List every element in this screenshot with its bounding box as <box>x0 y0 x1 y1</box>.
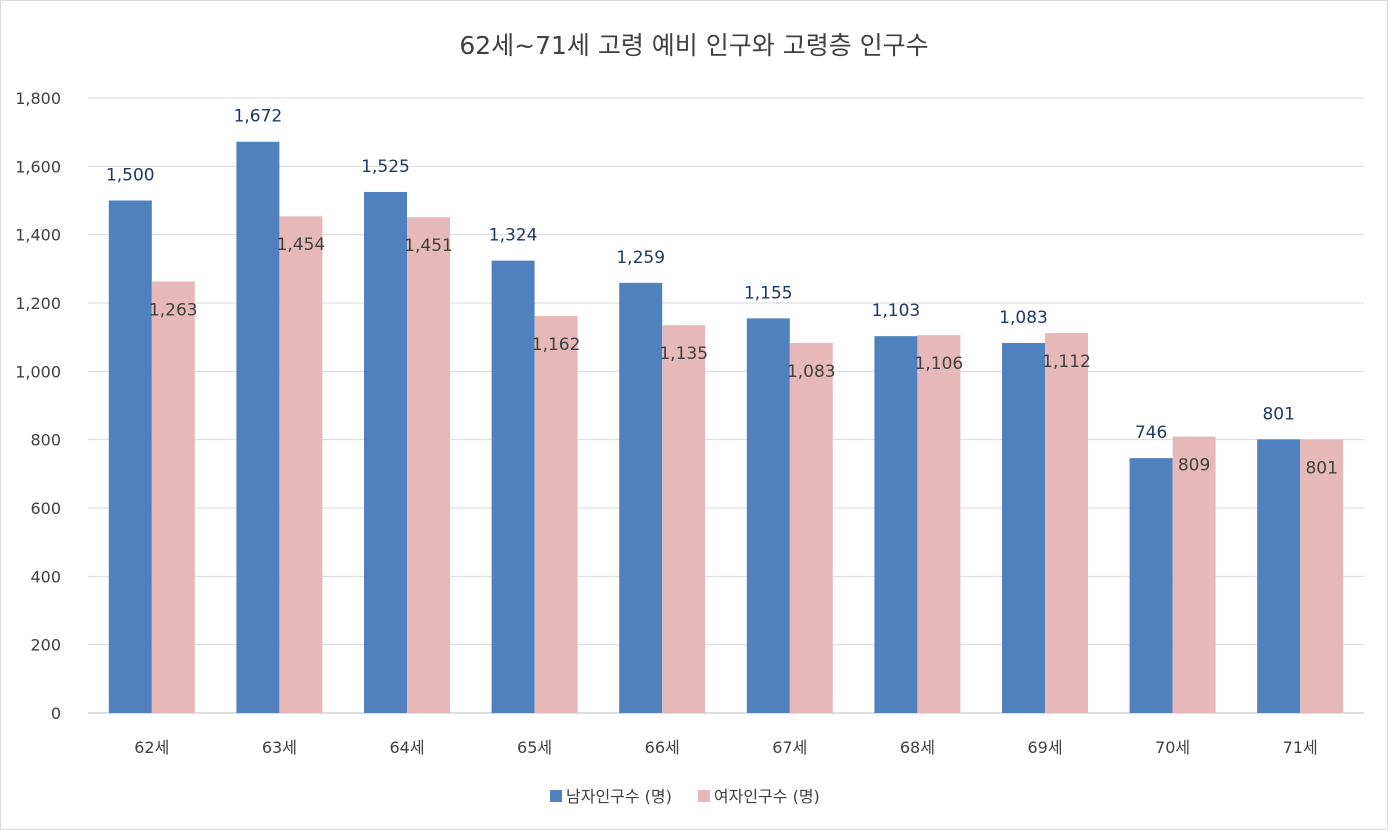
bar-male <box>108 200 152 713</box>
x-tick-label: 67세 <box>772 738 807 757</box>
data-label-male: 746 <box>1135 423 1167 443</box>
y-tick-label: 200 <box>30 636 61 655</box>
legend-swatch-female <box>697 790 710 802</box>
data-label-female: 809 <box>1178 456 1210 476</box>
data-label-female: 1,162 <box>532 335 581 355</box>
y-tick-label: 0 <box>51 704 61 723</box>
bar-male <box>1129 458 1173 713</box>
x-tick-label: 66세 <box>645 738 680 757</box>
bar-male <box>491 260 535 713</box>
x-tick-label: 64세 <box>389 738 424 757</box>
data-label-male: 1,155 <box>744 283 793 303</box>
data-label-male: 1,672 <box>234 107 283 127</box>
x-tick-label: 63세 <box>262 738 297 757</box>
bar-female <box>1172 436 1216 713</box>
x-tick-label: 62세 <box>134 738 169 757</box>
data-label-male: 801 <box>1262 404 1294 424</box>
y-axis: 0 200 400 600 800 1,000 1,200 1,400 1,600 1,800 <box>15 89 61 723</box>
data-label-male: 1,083 <box>999 308 1048 328</box>
data-label-female: 801 <box>1305 458 1337 478</box>
bars <box>108 141 1344 714</box>
data-label-female: 1,112 <box>1042 352 1091 372</box>
y-tick-label: 1,600 <box>15 157 61 176</box>
y-tick-label: 1,400 <box>15 226 61 245</box>
bar-female <box>1300 439 1344 713</box>
legend: 남자인구수 (명) 여자인구수 (명) <box>550 787 820 806</box>
bar-female <box>1045 333 1088 713</box>
data-label-male: 1,324 <box>489 226 538 246</box>
bar-male <box>619 282 663 713</box>
bar-male <box>874 336 918 713</box>
data-label-female: 1,106 <box>915 354 964 374</box>
data-label-female: 1,135 <box>659 344 708 364</box>
data-label-female: 1,451 <box>404 236 453 256</box>
x-tick-label: 71세 <box>1283 738 1318 757</box>
data-label-male: 1,500 <box>106 166 155 186</box>
data-label-female: 1,083 <box>787 362 836 382</box>
bar-male <box>236 141 280 713</box>
y-tick-label: 1,000 <box>15 362 61 381</box>
y-tick-label: 400 <box>30 567 61 586</box>
data-label-female: 1,454 <box>277 235 326 255</box>
legend-label-female: 여자인구수 (명) <box>714 787 820 806</box>
data-labels: 1,500 1,263 1,672 1,454 1,525 1,451 1,324 1,162… <box>106 107 1338 479</box>
x-tick-label: 69세 <box>1027 738 1062 757</box>
bar-male <box>746 318 790 713</box>
x-tick-label: 70세 <box>1155 738 1190 757</box>
y-tick-label: 800 <box>30 431 61 450</box>
bar-male <box>364 191 407 714</box>
x-tick-label: 65세 <box>517 738 552 757</box>
y-tick-label: 600 <box>30 499 61 518</box>
y-tick-label: 1,800 <box>15 89 61 108</box>
data-label-female: 1,263 <box>149 300 198 320</box>
x-tick-label: 68세 <box>900 738 935 757</box>
bar-female <box>151 281 195 713</box>
bar-female <box>407 217 450 713</box>
bar-female <box>662 325 706 713</box>
legend-label-male: 남자인구수 (명) <box>566 787 672 806</box>
legend-swatch-male <box>550 790 562 802</box>
chart-title: 62세~71세 고령 예비 인구와 고령층 인구수 <box>459 31 928 60</box>
data-label-male: 1,259 <box>616 248 665 268</box>
data-label-male: 1,525 <box>361 157 410 177</box>
bar-female <box>534 315 578 713</box>
x-axis: 62세 63세 64세 65세 66세 67세 68세 69세 70세 71세 <box>134 738 1317 757</box>
bar-male <box>1002 342 1045 713</box>
bar-female <box>279 216 323 713</box>
bar-male <box>1257 439 1301 713</box>
y-tick-label: 1,200 <box>15 294 61 313</box>
bar-female <box>789 342 833 713</box>
data-label-male: 1,103 <box>872 301 921 321</box>
bar-female <box>917 335 961 713</box>
